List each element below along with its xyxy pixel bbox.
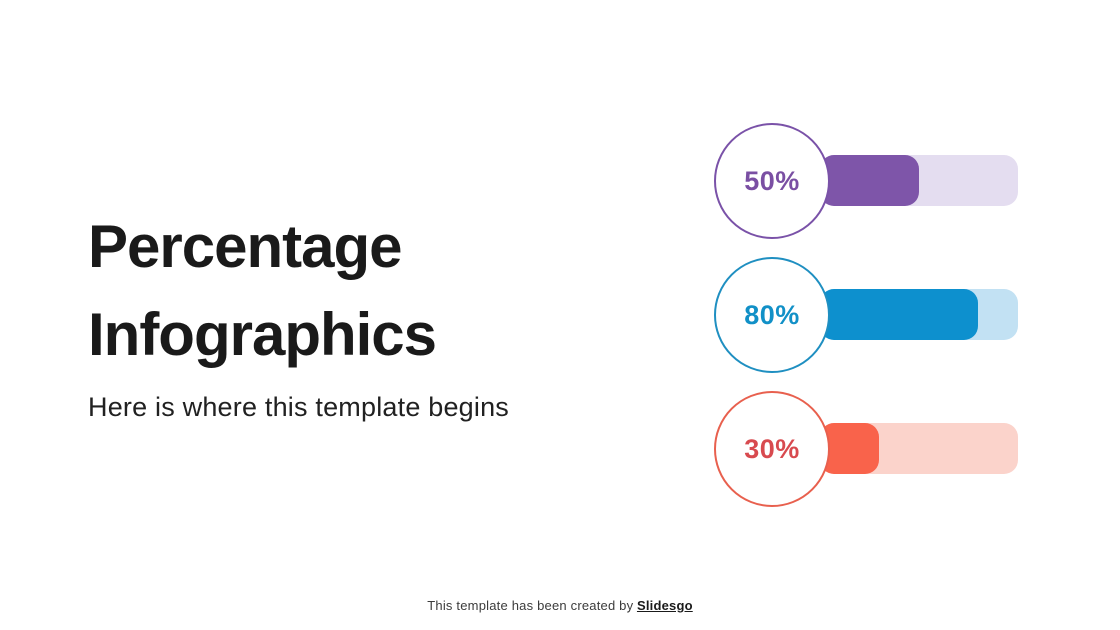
bar-fill [820,289,979,340]
percentage-label: 50% [744,165,800,196]
percentage-circle: 50% [714,123,830,239]
footer-credit-text: This template has been created by [427,598,634,613]
percentage-circle: 80% [714,257,830,373]
slidesgo-link[interactable]: Slidesgo [636,598,693,613]
bar-track [820,155,1018,206]
percentage-row: 50% [0,123,1120,239]
footer-credit: This template has been created by Slidesg… [0,598,1120,613]
percentage-label: 30% [744,433,800,464]
bar-track [820,289,1018,340]
page-subtitle: Here is where this template begins [88,392,510,422]
percentage-row: 30% [0,391,1120,507]
page-title: Percentage Infographics [88,213,437,368]
percentage-circle: 30% [714,391,830,507]
percentage-label: 80% [744,299,800,330]
bar-fill [820,155,919,206]
percentage-row: 80% [0,257,1120,373]
bar-track [820,423,1018,474]
